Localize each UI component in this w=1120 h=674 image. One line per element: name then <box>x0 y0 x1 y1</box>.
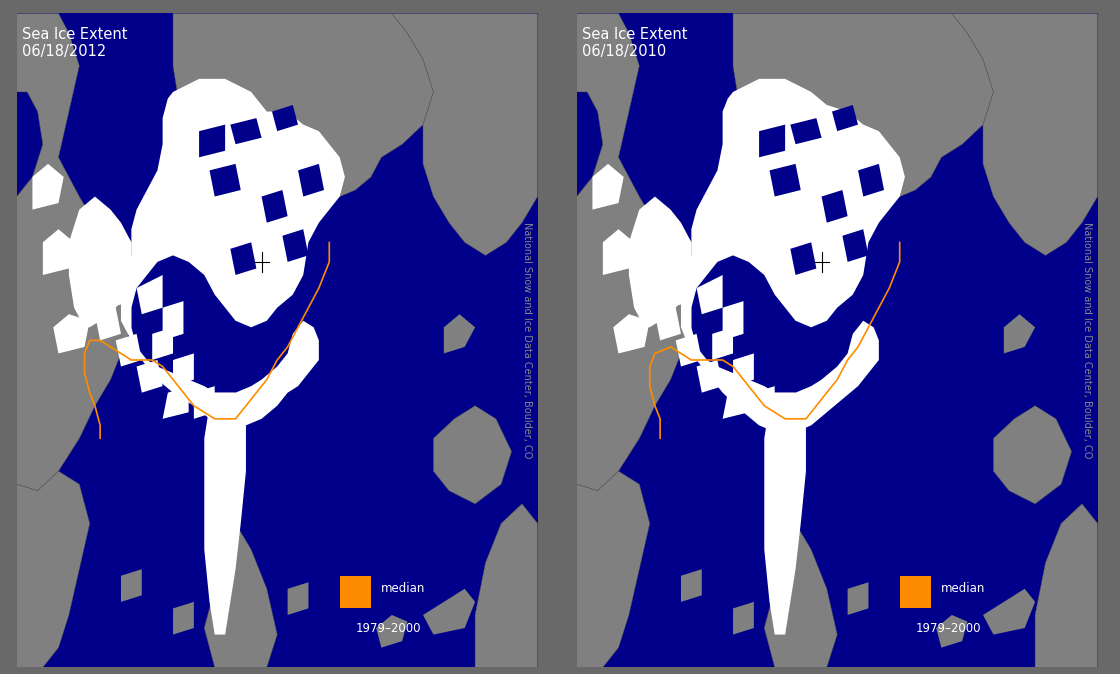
Polygon shape <box>681 79 905 432</box>
Polygon shape <box>100 229 131 275</box>
Polygon shape <box>983 589 1035 635</box>
Polygon shape <box>842 229 868 262</box>
Polygon shape <box>174 13 433 242</box>
Polygon shape <box>791 242 816 275</box>
Polygon shape <box>115 334 142 367</box>
Polygon shape <box>235 66 267 92</box>
Polygon shape <box>199 125 225 157</box>
Polygon shape <box>32 164 64 210</box>
Polygon shape <box>660 229 691 275</box>
Polygon shape <box>121 569 142 602</box>
Polygon shape <box>174 602 194 635</box>
Polygon shape <box>681 569 702 602</box>
Polygon shape <box>732 353 754 386</box>
Polygon shape <box>795 66 827 92</box>
Text: median: median <box>381 582 426 595</box>
Polygon shape <box>732 602 754 635</box>
Polygon shape <box>137 360 162 393</box>
Text: Sea Ice Extent
06/18/2012: Sea Ice Extent 06/18/2012 <box>22 26 128 59</box>
Polygon shape <box>423 589 475 635</box>
Polygon shape <box>791 118 822 144</box>
Polygon shape <box>858 164 884 197</box>
Polygon shape <box>832 105 858 131</box>
Polygon shape <box>1035 504 1098 667</box>
Polygon shape <box>95 307 121 340</box>
Polygon shape <box>444 314 475 353</box>
Polygon shape <box>262 190 288 222</box>
Text: National Snow and Ice Data Center, Boulder, CO: National Snow and Ice Data Center, Bould… <box>522 222 532 458</box>
Polygon shape <box>162 301 184 340</box>
Polygon shape <box>282 229 308 262</box>
Polygon shape <box>629 197 691 328</box>
Text: Sea Ice Extent
06/18/2010: Sea Ice Extent 06/18/2010 <box>582 26 688 59</box>
Polygon shape <box>759 125 785 157</box>
Polygon shape <box>769 164 801 197</box>
Polygon shape <box>392 13 538 255</box>
Polygon shape <box>231 118 262 144</box>
Polygon shape <box>764 393 806 635</box>
Polygon shape <box>288 582 308 615</box>
Polygon shape <box>298 164 324 197</box>
Polygon shape <box>848 582 868 615</box>
Polygon shape <box>655 307 681 340</box>
Polygon shape <box>822 190 848 222</box>
Polygon shape <box>162 386 188 419</box>
Polygon shape <box>174 353 194 386</box>
Polygon shape <box>592 164 624 210</box>
Polygon shape <box>577 13 1098 667</box>
Polygon shape <box>69 197 131 328</box>
Polygon shape <box>54 314 90 353</box>
Text: 1979–2000: 1979–2000 <box>915 621 981 634</box>
Polygon shape <box>105 275 131 307</box>
Polygon shape <box>43 229 74 275</box>
Polygon shape <box>272 105 298 131</box>
Polygon shape <box>675 334 702 367</box>
Text: median: median <box>941 582 986 595</box>
Polygon shape <box>433 406 512 504</box>
FancyBboxPatch shape <box>339 576 371 609</box>
Polygon shape <box>665 275 691 307</box>
Polygon shape <box>952 13 1098 255</box>
Polygon shape <box>209 164 241 197</box>
Polygon shape <box>204 524 278 667</box>
Polygon shape <box>121 79 345 425</box>
Polygon shape <box>17 13 131 491</box>
Polygon shape <box>475 504 538 667</box>
Polygon shape <box>194 386 215 419</box>
Polygon shape <box>603 229 634 275</box>
Polygon shape <box>577 471 650 667</box>
Polygon shape <box>722 386 748 419</box>
Text: National Snow and Ice Data Center, Boulder, CO: National Snow and Ice Data Center, Bould… <box>1082 222 1092 458</box>
Text: 1979–2000: 1979–2000 <box>355 621 421 634</box>
Polygon shape <box>936 615 968 648</box>
Polygon shape <box>204 393 246 635</box>
Polygon shape <box>764 524 838 667</box>
Polygon shape <box>231 242 256 275</box>
Polygon shape <box>993 406 1072 504</box>
Polygon shape <box>577 13 691 491</box>
Polygon shape <box>137 275 162 314</box>
Polygon shape <box>722 301 744 340</box>
Polygon shape <box>712 328 732 360</box>
FancyBboxPatch shape <box>899 576 931 609</box>
Polygon shape <box>17 13 538 667</box>
Polygon shape <box>732 13 993 242</box>
Polygon shape <box>17 471 90 667</box>
Polygon shape <box>697 360 722 393</box>
Polygon shape <box>32 602 58 635</box>
Polygon shape <box>1004 314 1035 353</box>
Polygon shape <box>754 386 775 419</box>
Polygon shape <box>152 328 174 360</box>
Polygon shape <box>376 615 408 648</box>
Polygon shape <box>592 602 618 635</box>
Polygon shape <box>697 275 722 314</box>
Polygon shape <box>614 314 650 353</box>
